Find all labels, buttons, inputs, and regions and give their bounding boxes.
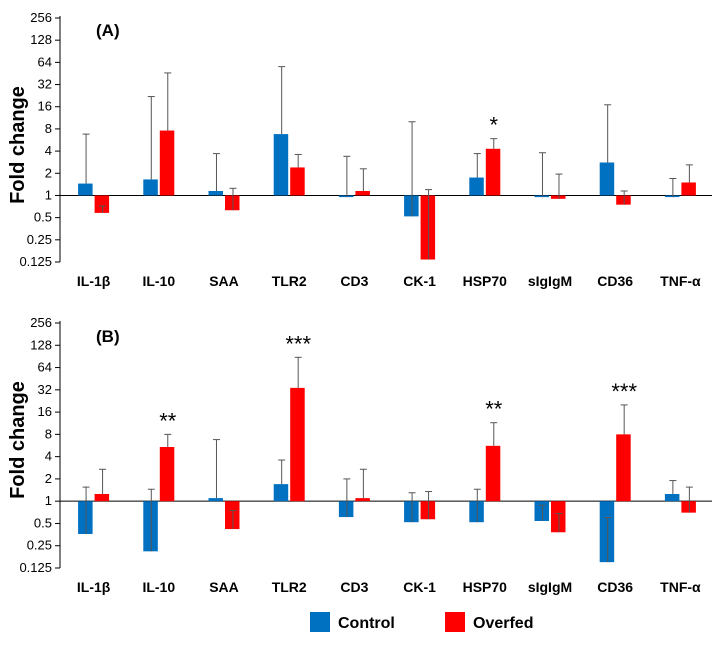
category-label: CK-1 [403, 579, 436, 595]
legend-swatch-control [310, 612, 330, 632]
category-label: CD36 [597, 579, 633, 595]
significance-marker: ** [159, 408, 177, 433]
y-tick-label: 256 [30, 315, 52, 330]
category-label: CK-1 [403, 273, 436, 289]
legend-label-control: Control [338, 615, 395, 632]
significance-marker: *** [285, 331, 311, 356]
y-tick-label: 32 [38, 382, 52, 397]
y-tick-label: 256 [30, 10, 52, 25]
category-label: TLR2 [272, 579, 307, 595]
bar-control-5 [404, 195, 419, 217]
category-label: IL-10 [142, 579, 175, 595]
bar-overfed-2 [225, 195, 240, 211]
y-tick-label: 64 [38, 360, 52, 375]
bar-overfed-6 [485, 445, 501, 502]
category-label: IL-1β [77, 273, 111, 289]
category-label: SAA [209, 273, 239, 289]
significance-marker: ** [485, 397, 503, 422]
bar-overfed-6 [485, 148, 501, 196]
category-label: HSP70 [463, 273, 508, 289]
bar-control-7 [534, 501, 549, 521]
category-label: TNF-α [660, 273, 701, 289]
legend-swatch-overfed [445, 612, 465, 632]
significance-marker: * [489, 113, 498, 138]
bar-overfed-8 [616, 195, 631, 205]
bar-overfed-0 [94, 195, 110, 213]
bar-control-6 [469, 501, 484, 523]
bar-control-7 [534, 195, 549, 198]
bar-control-6 [469, 177, 484, 196]
bar-control-1 [143, 501, 158, 552]
panel-label-1: (A) [96, 21, 120, 40]
y-tick-label: 128 [30, 337, 52, 352]
bar-overfed-8 [616, 434, 631, 502]
category-label: TLR2 [272, 273, 307, 289]
bar-overfed-9 [681, 501, 696, 513]
category-label: sIgIgM [528, 273, 572, 289]
y-tick-label: 8 [45, 121, 52, 136]
category-label: IL-10 [142, 273, 175, 289]
bar-control-8 [599, 501, 615, 563]
y-tick-label: 32 [38, 77, 52, 92]
bar-overfed-1 [159, 130, 175, 196]
category-label: sIgIgM [528, 579, 572, 595]
bar-control-9 [664, 494, 680, 502]
bar-control-8 [599, 162, 615, 196]
bar-overfed-4 [355, 190, 370, 196]
category-label: CD3 [340, 579, 368, 595]
bar-overfed-1 [159, 446, 175, 502]
bar-overfed-7 [551, 195, 566, 199]
category-label: SAA [209, 579, 239, 595]
category-label: CD36 [597, 273, 633, 289]
y-tick-label: 2 [45, 165, 52, 180]
bar-overfed-2 [225, 501, 240, 530]
y-tick-label: 0.25 [27, 538, 52, 553]
y-tick-label: 1 [45, 493, 52, 508]
bar-control-3 [273, 484, 289, 502]
category-label: CD3 [340, 273, 368, 289]
legend-label-overfed: Overfed [473, 615, 533, 632]
y-tick-label: 64 [38, 54, 52, 69]
y-tick-label: 16 [38, 404, 52, 419]
bar-overfed-4 [355, 498, 370, 502]
y-tick-label: 0.125 [19, 560, 52, 575]
y-tick-label: 16 [38, 99, 52, 114]
y-tick-label: 4 [45, 449, 52, 464]
y-tick-label: 128 [30, 32, 52, 47]
bar-overfed-9 [681, 182, 696, 196]
significance-marker: *** [611, 379, 637, 404]
y-tick-label: 2 [45, 471, 52, 486]
y-tick-label: 0.5 [34, 210, 52, 225]
y-tick-label: 0.125 [19, 254, 52, 269]
bar-overfed-5 [420, 195, 436, 260]
bar-control-1 [143, 179, 158, 196]
y-tick-label: 8 [45, 426, 52, 441]
category-label: HSP70 [463, 579, 508, 595]
bar-control-5 [404, 501, 419, 523]
bar-control-2 [208, 498, 223, 502]
bar-overfed-3 [290, 167, 305, 196]
bar-control-9 [664, 195, 680, 198]
category-label: TNF-α [660, 579, 701, 595]
y-tick-label: 1 [45, 187, 52, 202]
y-axis-label-1: Fold change [7, 86, 29, 204]
bar-control-0 [78, 501, 93, 535]
bar-control-4 [338, 195, 354, 198]
category-label: IL-1β [77, 579, 111, 595]
y-tick-label: 4 [45, 143, 52, 158]
bar-control-3 [273, 134, 289, 196]
bar-control-0 [78, 183, 93, 196]
y-tick-label: 0.5 [34, 515, 52, 530]
y-axis-label-2: Fold change [7, 381, 29, 499]
bar-overfed-7 [551, 501, 566, 533]
bar-overfed-0 [94, 494, 110, 502]
y-tick-label: 0.25 [27, 232, 52, 247]
bar-control-2 [208, 190, 223, 196]
panel-label-2: (B) [96, 327, 120, 346]
bar-overfed-3 [290, 387, 305, 502]
bar-overfed-5 [420, 501, 436, 520]
bar-control-4 [338, 501, 354, 518]
